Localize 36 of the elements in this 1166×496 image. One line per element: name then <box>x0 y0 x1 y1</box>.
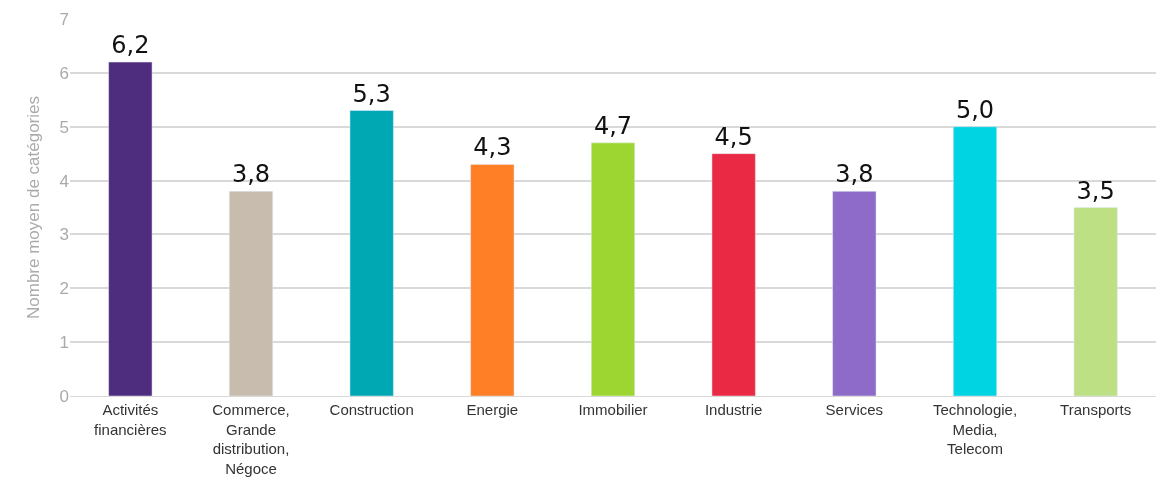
x-tick-label: Services <box>825 401 884 418</box>
data-label: 3,8 <box>835 160 874 189</box>
x-tick-label: Construction <box>329 401 414 418</box>
x-tick-label: Commerce, Grande distribution, Négoce <box>212 401 290 477</box>
bar <box>832 191 877 396</box>
x-tick-label: Activités financières <box>94 401 167 438</box>
y-tick-label: 6 <box>59 63 69 83</box>
x-tick-label: Transports <box>1060 401 1132 418</box>
bar <box>349 110 394 396</box>
data-label: 5,3 <box>352 79 391 108</box>
bar <box>470 164 515 396</box>
bar <box>1073 207 1118 396</box>
y-tick-label: 0 <box>59 386 69 406</box>
data-label: 5,0 <box>955 95 995 124</box>
y-tick-label: 5 <box>59 117 69 137</box>
x-tick-label: Industrie <box>704 401 763 418</box>
y-tick-label: 2 <box>59 279 69 299</box>
y-axis-title: Nombre moyen de catégories <box>24 95 44 320</box>
x-tick-label: Immobilier <box>578 401 648 418</box>
data-label: 4,3 <box>473 133 512 162</box>
y-tick-label: 3 <box>59 225 69 245</box>
data-label: 4,7 <box>593 111 633 140</box>
data-label: 6,2 <box>111 31 150 60</box>
y-tick-label: 7 <box>59 9 69 29</box>
bar <box>953 126 997 396</box>
y-tick-label: 1 <box>59 333 69 353</box>
y-tick-label: 4 <box>59 171 69 191</box>
bar <box>711 153 756 396</box>
x-tick-label: Energie <box>466 401 519 418</box>
bar <box>591 142 635 396</box>
data-label: 3,8 <box>231 160 271 189</box>
x-tick-label: Technologie, Media, Telecom <box>932 401 1018 457</box>
bar <box>108 61 153 396</box>
data-label: 3,5 <box>1076 176 1115 205</box>
data-label: 4,5 <box>714 122 753 151</box>
bar <box>229 191 273 396</box>
